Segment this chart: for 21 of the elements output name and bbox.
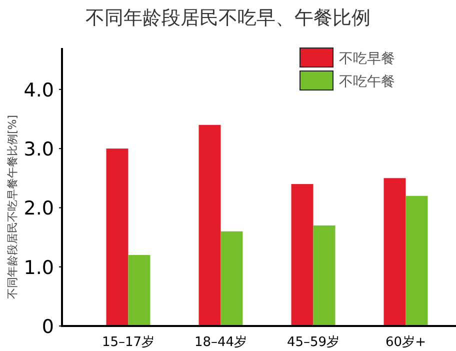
bar — [198, 124, 221, 326]
y-tick-label: 3.0 — [24, 138, 54, 161]
y-axis-title: 不同年龄段居民不吃早餐午餐比例[%] — [6, 114, 19, 300]
y-tick-label: 0 — [42, 316, 54, 338]
bar — [220, 231, 243, 326]
bar — [106, 148, 128, 326]
legend-label: 不吃午餐 — [339, 74, 395, 90]
bar — [291, 184, 314, 326]
x-tick-label: 60岁+ — [386, 335, 426, 350]
x-tick-label: 45–59岁 — [286, 335, 340, 350]
legend-label: 不吃早餐 — [339, 51, 395, 67]
bar — [313, 225, 336, 326]
chart-title: 不同年龄段居民不吃早、午餐比例 — [86, 7, 370, 29]
bar — [384, 178, 406, 326]
bar — [128, 255, 150, 326]
bar — [406, 196, 428, 326]
x-tick-label: 18–44岁 — [194, 335, 248, 350]
y-tick-label: 2.0 — [24, 198, 54, 220]
y-tick-label: 1.0 — [24, 256, 54, 279]
y-tick-label: 4.0 — [24, 79, 54, 102]
x-tick-label: 15–17岁 — [102, 335, 155, 350]
